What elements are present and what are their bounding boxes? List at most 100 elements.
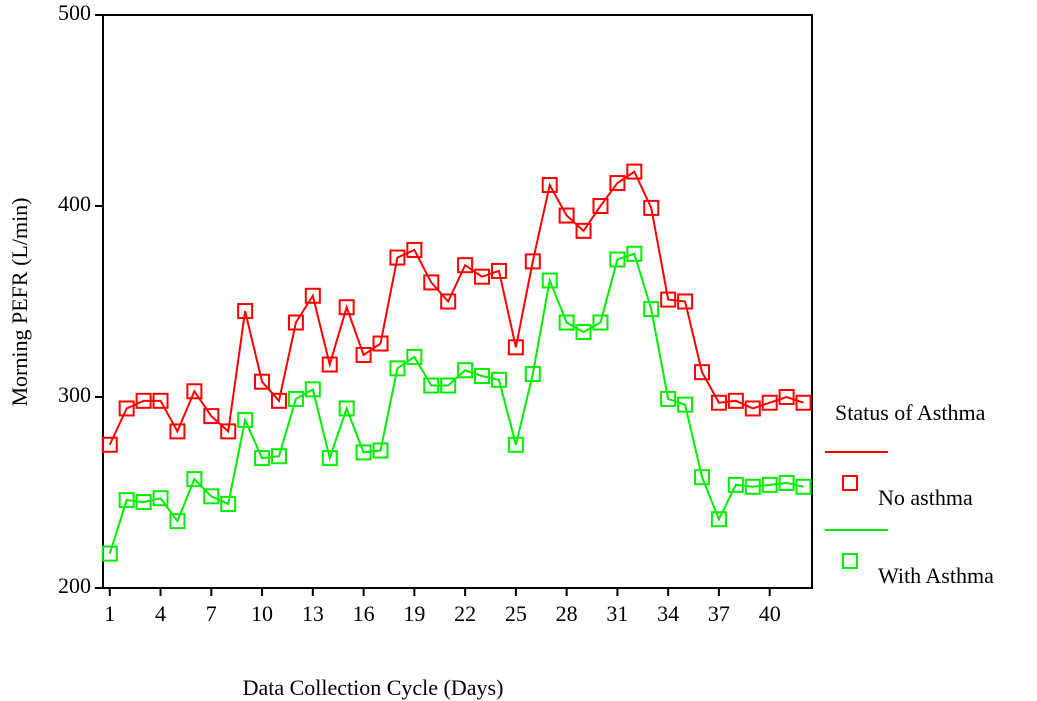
- marker: [321, 450, 338, 467]
- marker: [778, 389, 795, 405]
- marker: [457, 362, 474, 379]
- marker: [575, 324, 592, 341]
- marker: [406, 241, 423, 258]
- x-tick-label: 1: [104, 601, 115, 626]
- marker: [524, 253, 541, 270]
- marker: [220, 423, 237, 440]
- x-tick-label: 34: [657, 601, 679, 626]
- marker: [169, 513, 186, 530]
- marker: [524, 366, 541, 383]
- marker: [457, 257, 474, 274]
- marker: [761, 394, 778, 411]
- x-tick-label: 10: [251, 601, 273, 626]
- marker: [440, 377, 457, 394]
- marker: [169, 423, 186, 440]
- marker: [355, 346, 372, 363]
- marker: [575, 222, 592, 239]
- marker: [287, 314, 304, 331]
- marker: [710, 394, 727, 411]
- marker: [101, 545, 118, 562]
- marker: [727, 476, 744, 493]
- marker: [558, 314, 575, 331]
- marker: [744, 478, 761, 495]
- series-line: [108, 170, 804, 446]
- marker: [254, 450, 271, 467]
- y-axis-title: Morning PEFR (L/min): [7, 197, 32, 406]
- marker: [609, 175, 626, 192]
- marker: [423, 377, 440, 394]
- marker: [626, 245, 643, 262]
- marker: [592, 198, 609, 214]
- marker: [355, 444, 372, 461]
- x-tick-label: 37: [708, 601, 730, 626]
- marker: [507, 339, 524, 356]
- marker: [592, 314, 609, 331]
- marker: [778, 474, 795, 491]
- x-tick-label: 25: [505, 601, 527, 626]
- marker: [541, 272, 558, 289]
- marker: [220, 495, 237, 512]
- x-tick-label: 7: [206, 601, 217, 626]
- marker: [321, 356, 338, 373]
- marker: [541, 176, 558, 193]
- marker: [423, 274, 440, 291]
- marker: [643, 301, 660, 318]
- marker: [101, 436, 118, 453]
- series-line: [108, 252, 804, 554]
- marker: [795, 478, 812, 495]
- marker: [474, 367, 491, 384]
- x-tick-label: 16: [353, 601, 375, 626]
- marker: [135, 392, 152, 409]
- y-tick-label: 300: [58, 382, 91, 407]
- marker: [270, 448, 287, 465]
- marker: [490, 371, 507, 388]
- legend-marker: [842, 475, 858, 491]
- plot-frame: [102, 14, 813, 589]
- marker: [440, 293, 457, 310]
- legend-marker: [842, 553, 858, 569]
- x-tick-label: 28: [556, 601, 578, 626]
- marker: [643, 199, 660, 216]
- marker: [727, 392, 744, 409]
- x-tick-label: 22: [454, 601, 476, 626]
- x-tick-label: 13: [302, 601, 324, 626]
- marker: [237, 411, 254, 428]
- marker: [677, 293, 694, 310]
- marker: [186, 471, 203, 488]
- marker: [558, 207, 575, 224]
- marker: [135, 494, 152, 511]
- x-tick-label: 40: [759, 601, 781, 626]
- marker: [406, 348, 423, 365]
- marker: [186, 383, 203, 400]
- marker: [270, 392, 287, 409]
- y-tick-label: 200: [58, 573, 91, 598]
- marker: [152, 392, 169, 409]
- marker: [744, 400, 761, 417]
- marker: [338, 299, 355, 316]
- marker: [761, 476, 778, 493]
- marker: [710, 511, 727, 528]
- marker: [338, 400, 355, 417]
- x-tick-label: 4: [155, 601, 166, 626]
- marker: [372, 335, 389, 352]
- marker: [507, 436, 524, 453]
- x-tick-label: 19: [403, 601, 425, 626]
- x-tick-label: 31: [606, 601, 628, 626]
- marker: [304, 381, 321, 398]
- legend-label: No asthma: [878, 485, 973, 510]
- marker: [118, 492, 135, 509]
- y-tick-label: 400: [58, 191, 91, 216]
- x-axis-title: Data Collection Cycle (Days): [243, 675, 504, 700]
- marker: [287, 390, 304, 407]
- marker: [795, 394, 812, 411]
- marker: [694, 364, 711, 381]
- marker: [389, 360, 406, 377]
- marker: [237, 303, 254, 320]
- marker: [372, 442, 389, 459]
- marker: [203, 408, 220, 425]
- marker: [694, 469, 711, 486]
- marker: [677, 396, 694, 413]
- marker: [152, 490, 169, 507]
- marker: [490, 262, 507, 279]
